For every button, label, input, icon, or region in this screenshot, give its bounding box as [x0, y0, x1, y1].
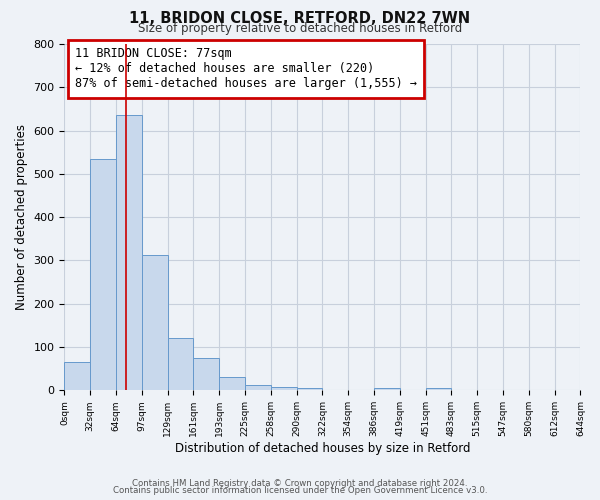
Text: 11 BRIDON CLOSE: 77sqm
← 12% of detached houses are smaller (220)
87% of semi-de: 11 BRIDON CLOSE: 77sqm ← 12% of detached…: [75, 48, 417, 90]
Text: Size of property relative to detached houses in Retford: Size of property relative to detached ho…: [138, 22, 462, 35]
X-axis label: Distribution of detached houses by size in Retford: Distribution of detached houses by size …: [175, 442, 470, 455]
Bar: [271, 387, 297, 390]
Bar: [116, 116, 142, 390]
Y-axis label: Number of detached properties: Number of detached properties: [15, 124, 28, 310]
Bar: [168, 338, 193, 390]
Bar: [297, 388, 322, 390]
Bar: [64, 362, 90, 390]
Bar: [219, 378, 245, 390]
Text: 11, BRIDON CLOSE, RETFORD, DN22 7WN: 11, BRIDON CLOSE, RETFORD, DN22 7WN: [130, 11, 470, 26]
Text: Contains public sector information licensed under the Open Government Licence v3: Contains public sector information licen…: [113, 486, 487, 495]
Bar: [374, 388, 400, 390]
Bar: [193, 358, 219, 390]
Bar: [90, 158, 116, 390]
Bar: [426, 388, 451, 390]
Bar: [245, 384, 271, 390]
Text: Contains HM Land Registry data © Crown copyright and database right 2024.: Contains HM Land Registry data © Crown c…: [132, 478, 468, 488]
Bar: [142, 256, 168, 390]
